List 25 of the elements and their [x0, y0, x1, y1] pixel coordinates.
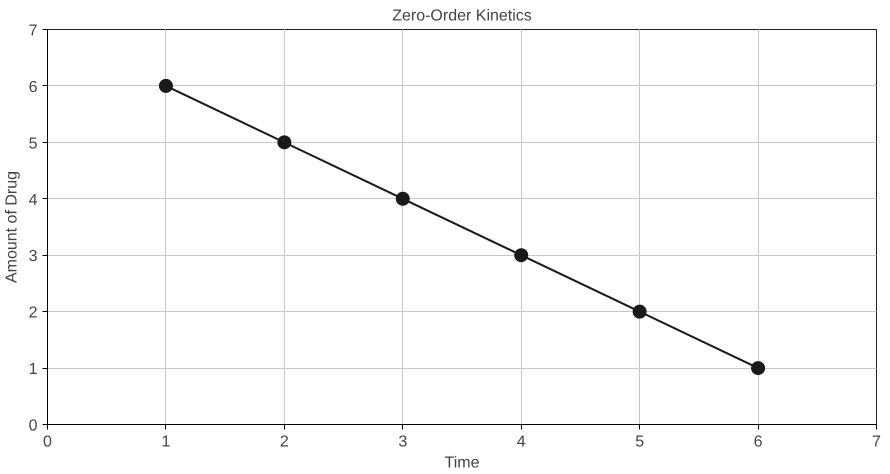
y-tick-label: 1 — [28, 361, 38, 378]
x-tick-label: 4 — [516, 434, 526, 450]
x-tick-label: 0 — [43, 434, 52, 450]
y-tick-label: 0 — [28, 418, 38, 434]
y-tick-label: 2 — [28, 304, 38, 322]
y-tick-label: 4 — [28, 192, 38, 209]
y-tick-label: 7 — [28, 22, 38, 40]
x-tick-label: 5 — [635, 434, 644, 450]
chart-title: Zero-Order Kinetics — [392, 8, 532, 24]
y-tick-label: 3 — [28, 248, 38, 266]
x-tick-label: 3 — [398, 434, 408, 450]
x-tick-label: 1 — [161, 434, 170, 450]
x-tick-label: 6 — [754, 434, 763, 450]
point — [514, 248, 528, 262]
x-axis-title: Time — [444, 454, 480, 472]
point — [751, 361, 766, 376]
y-tick-label: 5 — [28, 135, 38, 152]
point — [277, 135, 292, 150]
y-tick-label: 6 — [28, 78, 38, 96]
point — [158, 78, 173, 93]
x-tick-label: 7 — [872, 434, 882, 450]
point — [632, 304, 647, 319]
y-axis-title: Amount of Drug — [4, 170, 21, 284]
point — [396, 192, 410, 206]
x-tick-label: 2 — [280, 434, 289, 450]
